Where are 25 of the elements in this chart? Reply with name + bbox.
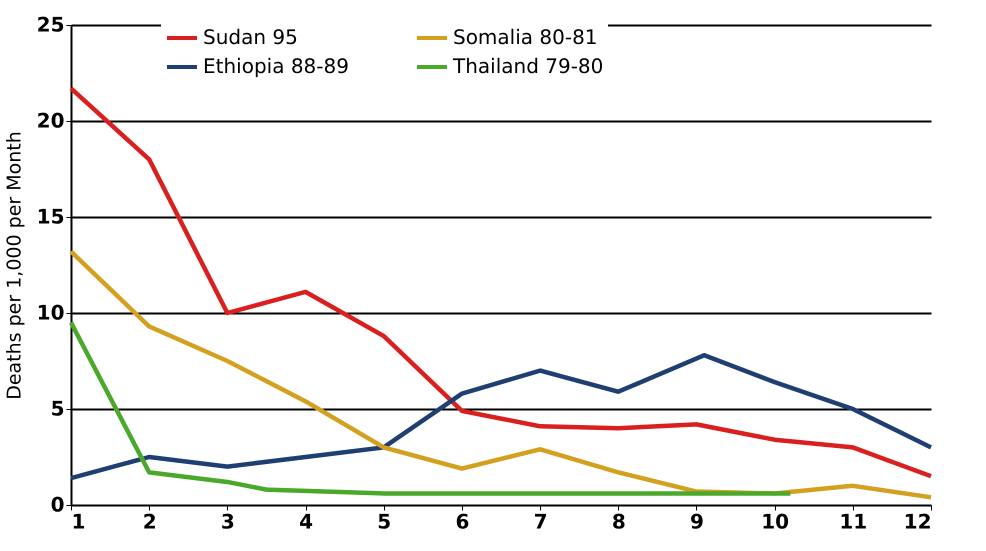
x-tick-label: 10 (761, 510, 790, 534)
y-axis-title: Deaths per 1,000 per Month (4, 131, 26, 400)
x-tick-label: 8 (612, 510, 626, 534)
line-series (68, 352, 934, 480)
x-tick-label: 6 (455, 510, 470, 534)
y-tick-label: 25 (36, 12, 64, 36)
x-tick-label: 2 (142, 510, 157, 534)
legend-label: Ethiopia 88-89 (203, 54, 349, 78)
legend-label: Sudan 95 (203, 25, 298, 49)
y-tick-label: 0 (50, 492, 64, 516)
y-tick-label: 20 (36, 108, 64, 132)
y-tick-label: 15 (36, 204, 64, 228)
x-tick-label: 1 (72, 510, 86, 534)
x-tick-label: 11 (839, 510, 868, 534)
legend-label: Thailand 79-80 (452, 54, 604, 78)
legend-label: Somalia 80-81 (453, 25, 598, 49)
x-tick-label: 9 (690, 510, 704, 534)
x-tick-label: 7 (534, 510, 548, 534)
x-tick-label: 5 (377, 510, 392, 534)
x-tick-label: 3 (220, 510, 235, 534)
x-tick-label: 12 (904, 510, 932, 534)
x-tick-label: 4 (299, 510, 314, 534)
y-tick-label: 10 (36, 300, 64, 324)
y-tick-label: 5 (50, 396, 64, 420)
line-series (68, 86, 934, 478)
